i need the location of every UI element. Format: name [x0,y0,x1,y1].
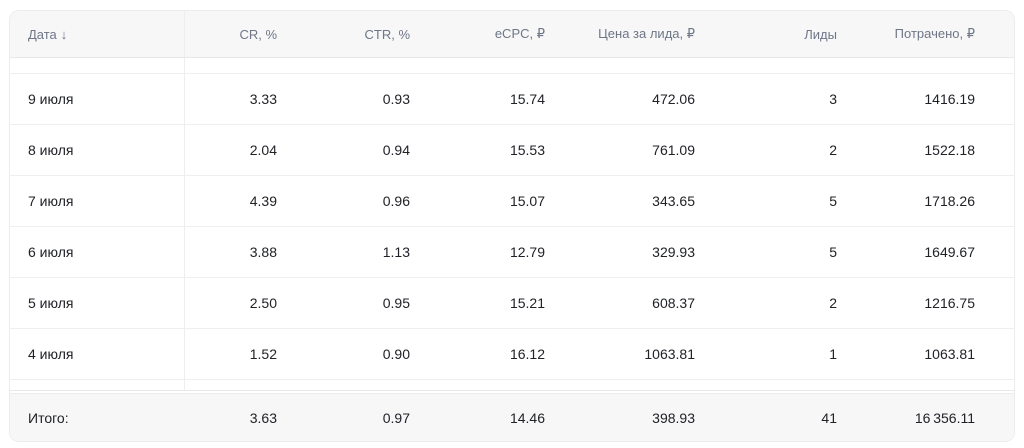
cell-cr: 2.04 [249,142,277,158]
column-header-ecpc[interactable]: eCPC, ₽ [494,26,545,41]
cell-ctr: 0.90 [382,346,410,362]
cell-date: 7 июля [10,176,185,226]
table-row: 5 июля 2.50 0.95 15.21 608.37 2 1216.75 [10,278,1014,329]
cell-leads: 5 [829,244,837,260]
table-body[interactable]: 9 июля 3.33 0.93 15.74 472.06 3 1416.19 … [10,58,1014,391]
cell-ctr: 1.13 [382,244,410,260]
totals-cost-per-lead: 398.93 [652,409,695,426]
column-header-cr[interactable]: CR, % [239,26,277,42]
header-spacer [975,11,1014,57]
column-header-cost-per-lead[interactable]: Цена за лида, ₽ [598,26,695,41]
cell-cost-per-lead: 329.93 [652,244,695,260]
cell-spent: 1063.81 [924,346,975,362]
cell-cr: 4.39 [249,193,277,209]
cell-cost-per-lead: 343.65 [652,193,695,209]
cell-leads: 2 [829,142,837,158]
cell-cost-per-lead: 472.06 [652,91,695,107]
column-header-spent[interactable]: Потрачено, ₽ [894,26,975,41]
table-row-partial [10,58,1014,74]
cell-cost-per-lead: 608.37 [652,295,695,311]
column-header-date[interactable]: Дата ↓ [10,11,185,57]
cell-cr: 3.33 [249,91,277,107]
cell-date: 4 июля [10,329,185,379]
cell-date: 5 июля [10,278,185,328]
sort-descending-icon: ↓ [60,26,68,42]
cell-ctr: 0.94 [382,142,410,158]
totals-cr: 3.63 [249,409,277,426]
cell-leads: 3 [829,91,837,107]
cell-spent: 1718.26 [924,193,975,209]
table-row: 4 июля 1.52 0.90 16.12 1063.81 1 1063.81 [10,329,1014,380]
table-row: 7 июля 4.39 0.96 15.07 343.65 5 1718.26 [10,176,1014,227]
cell-ctr: 0.96 [382,193,410,209]
cell-ecpc: 15.21 [509,295,545,311]
cell-cost-per-lead: 1063.81 [644,346,695,362]
cell-date: 6 июля [10,227,185,277]
table-row: 6 июля 3.88 1.13 12.79 329.93 5 1649.67 [10,227,1014,278]
cell-ecpc: 16.12 [509,346,545,362]
cell-cr: 3.88 [249,244,277,260]
cell-spent: 1416.19 [924,91,975,107]
cell-ctr: 0.93 [382,91,410,107]
cell-ecpc: 15.07 [509,193,545,209]
cell-leads: 5 [829,193,837,209]
column-header-date-label: Дата [28,26,57,42]
cell-ecpc: 15.53 [509,142,545,158]
totals-leads: 41 [821,409,837,426]
cell-spent: 1649.67 [924,244,975,260]
cell-leads: 1 [829,346,837,362]
cell-spent: 1216.75 [924,295,975,311]
cell-cost-per-lead: 761.09 [652,142,695,158]
column-header-leads[interactable]: Лиды [804,26,837,42]
campaign-stats-table: Дата ↓ CR, % CTR, % eCPC, ₽ Цена за лида… [9,10,1015,442]
cell-cr: 2.50 [249,295,277,311]
cell-spent: 1522.18 [924,142,975,158]
cell-leads: 2 [829,295,837,311]
cell-ecpc: 12.79 [509,244,545,260]
table-row: 8 июля 2.04 0.94 15.53 761.09 2 1522.18 [10,125,1014,176]
table-footer-totals: Итого: 3.63 0.97 14.46 398.93 41 16 356.… [10,393,1014,441]
cell-cr: 1.52 [249,346,277,362]
cell-date: 8 июля [10,125,185,175]
totals-label: Итого: [28,409,69,426]
table-row-partial [10,380,1014,391]
cell-date: 9 июля [10,74,185,124]
totals-spent: 16 356.11 [914,409,975,426]
cell-ecpc: 15.74 [509,91,545,107]
totals-ctr: 0.97 [382,409,410,426]
table-header-row: Дата ↓ CR, % CTR, % eCPC, ₽ Цена за лида… [10,11,1014,58]
totals-ecpc: 14.46 [509,409,545,426]
table-row: 9 июля 3.33 0.93 15.74 472.06 3 1416.19 [10,74,1014,125]
cell-ctr: 0.95 [382,295,410,311]
column-header-ctr[interactable]: CTR, % [364,26,411,42]
